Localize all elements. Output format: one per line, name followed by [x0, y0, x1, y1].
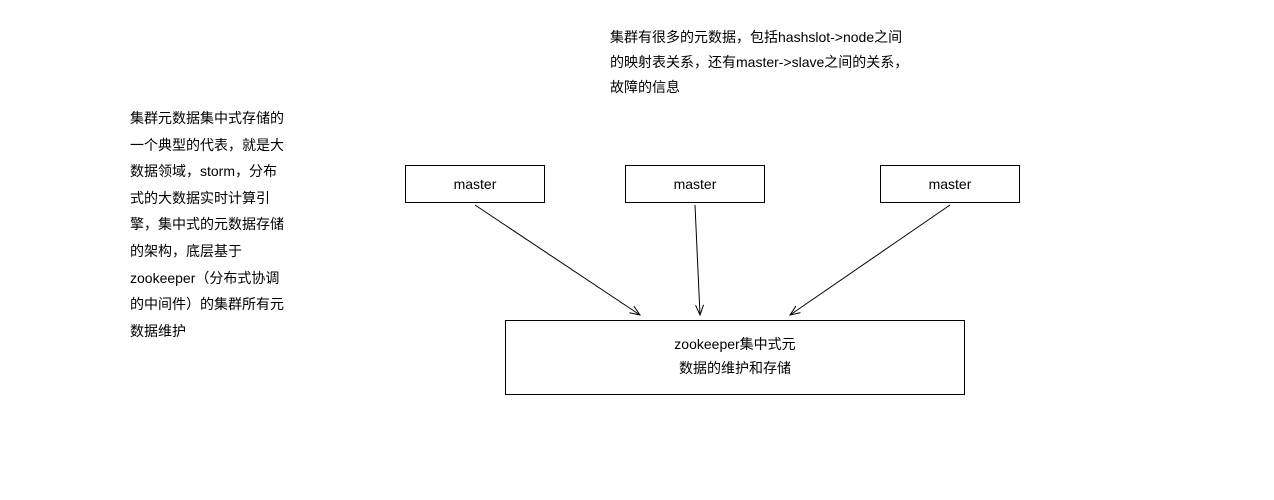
master-node-1-label: master	[454, 176, 497, 192]
top-description-text: 集群有很多的元数据，包括hashslot->node之间的映射表关系，还有mas…	[610, 25, 910, 101]
edge-master1-zk	[475, 205, 640, 315]
edge-master3-zk	[790, 205, 950, 315]
master-node-2: master	[625, 165, 765, 203]
edge-master2-zk	[695, 205, 700, 315]
master-node-1: master	[405, 165, 545, 203]
left-description-text: 集群元数据集中式存储的一个典型的代表，就是大数据领域，storm，分布式的大数据…	[130, 105, 290, 344]
zookeeper-label-line2: 数据的维护和存储	[506, 357, 964, 381]
zookeeper-label-line1: zookeeper集中式元	[506, 333, 964, 357]
zookeeper-node: zookeeper集中式元 数据的维护和存储	[505, 320, 965, 395]
master-node-3-label: master	[929, 176, 972, 192]
master-node-3: master	[880, 165, 1020, 203]
master-node-2-label: master	[674, 176, 717, 192]
